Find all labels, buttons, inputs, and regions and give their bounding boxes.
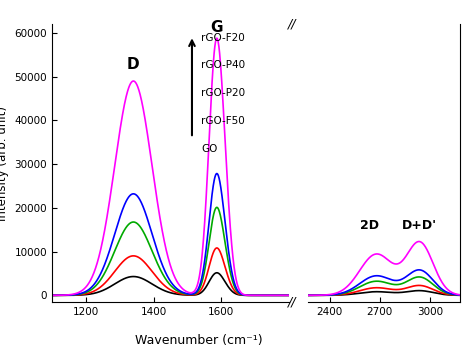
Text: 2D: 2D [360, 219, 379, 232]
Text: G: G [210, 20, 223, 35]
Text: rGO-F50: rGO-F50 [201, 116, 245, 126]
Text: Wavenumber (cm⁻¹): Wavenumber (cm⁻¹) [135, 333, 263, 347]
Text: GO: GO [201, 144, 218, 154]
Text: rGO-F20: rGO-F20 [201, 33, 245, 43]
Text: rGO-P20: rGO-P20 [201, 88, 246, 98]
Text: D+D': D+D' [402, 219, 438, 232]
Text: //: // [288, 295, 297, 308]
Y-axis label: Intensity (arb. unit): Intensity (arb. unit) [0, 105, 9, 221]
Text: //: // [288, 18, 297, 31]
Text: rGO-P40: rGO-P40 [201, 60, 246, 70]
Text: D: D [127, 57, 140, 73]
